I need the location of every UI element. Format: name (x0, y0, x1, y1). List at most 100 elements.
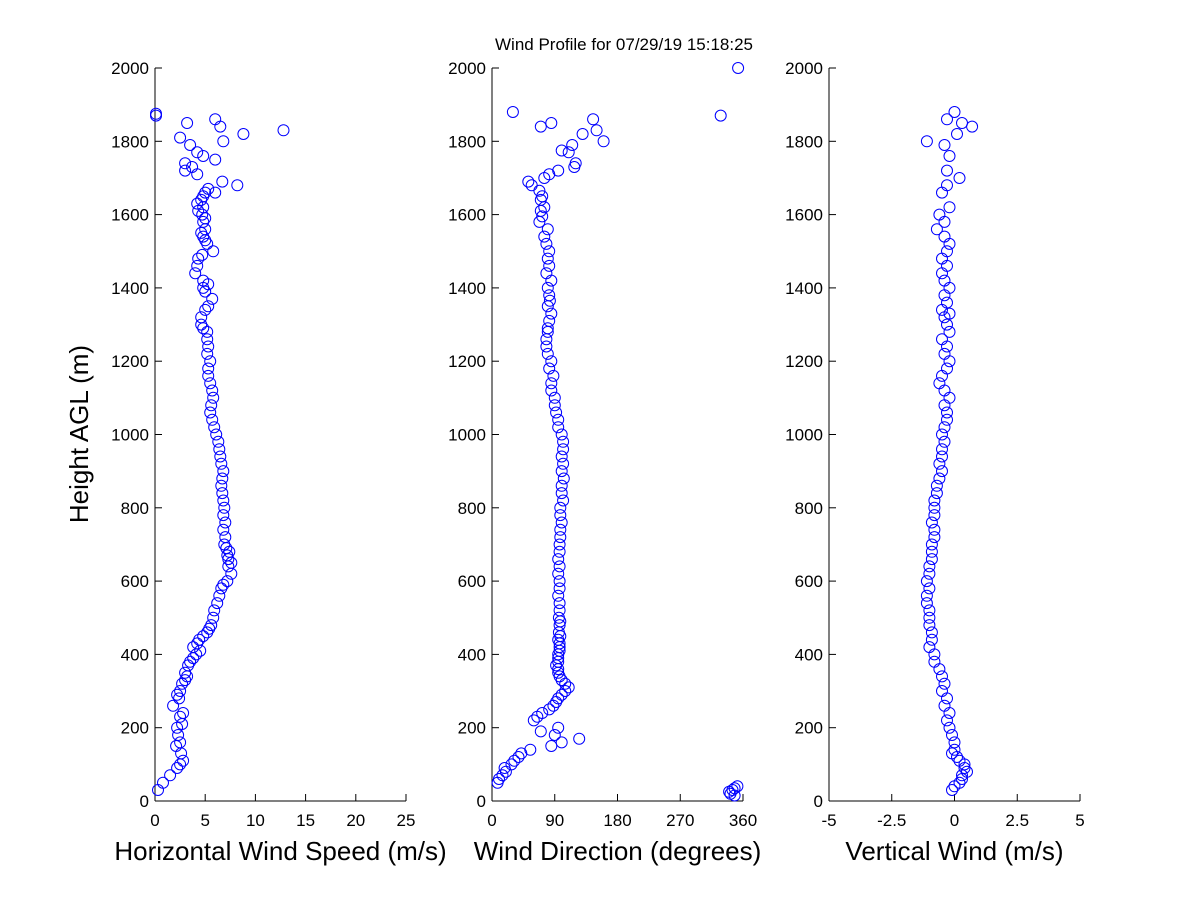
data-point (938, 289, 951, 302)
data-point (936, 186, 948, 199)
data-point (157, 776, 169, 789)
data-point (186, 161, 199, 173)
data-point (547, 369, 560, 382)
data-point (208, 604, 221, 617)
data-point (566, 139, 579, 151)
data-point (218, 501, 231, 514)
data-point (219, 516, 232, 529)
data-point (225, 567, 238, 580)
data-point (728, 789, 741, 802)
data-point (175, 747, 188, 760)
y-tick-label: 1600 (448, 206, 486, 225)
data-point (587, 113, 600, 126)
y-tick-label: 200 (121, 719, 149, 738)
data-point (923, 582, 936, 595)
data-point (941, 362, 953, 375)
data-point (177, 707, 190, 719)
data-point (540, 237, 553, 250)
data-point (557, 472, 570, 485)
data-point (209, 186, 222, 199)
data-point (222, 553, 235, 566)
data-point (237, 128, 250, 140)
data-point (201, 347, 214, 360)
data-point (943, 355, 956, 368)
data-point (930, 223, 943, 236)
data-point (936, 267, 948, 280)
data-point (541, 252, 554, 265)
data-point (948, 736, 961, 749)
data-point (946, 729, 958, 741)
data-point (938, 215, 951, 228)
y-tick-label: 200 (795, 719, 823, 738)
data-point (938, 699, 951, 712)
data-point (928, 494, 941, 507)
y-tick-label: 1400 (785, 279, 823, 298)
data-point (559, 677, 572, 690)
data-point (923, 641, 936, 654)
data-point (553, 575, 566, 588)
data-point (941, 692, 953, 705)
data-point (197, 150, 210, 162)
data-point (222, 560, 235, 573)
data-point (216, 487, 229, 500)
data-point (206, 292, 219, 305)
data-point (941, 245, 953, 258)
data-point (191, 168, 204, 181)
data-point (576, 128, 589, 140)
data-point (933, 472, 946, 485)
data-point (207, 611, 220, 624)
data-point (214, 120, 227, 133)
data-point (192, 204, 205, 217)
data-point (195, 193, 208, 206)
data-point (941, 259, 953, 272)
data-point (540, 340, 553, 353)
data-point (543, 314, 556, 327)
data-point (552, 413, 565, 426)
data-point (210, 428, 223, 441)
x-tick-label: 180 (603, 811, 631, 830)
data-point (920, 597, 933, 610)
data-point (213, 443, 226, 456)
y-tick-label: 1000 (448, 426, 486, 445)
y-axis-label: Height AGL (m) (64, 345, 94, 523)
data-point (923, 619, 936, 632)
data-point (545, 307, 558, 320)
x-tick-label: 5 (1075, 811, 1084, 830)
data-point (191, 259, 204, 272)
data-point (941, 318, 953, 331)
data-point (277, 124, 290, 137)
y-tick-label: 800 (458, 499, 486, 518)
data-point (933, 208, 946, 221)
data-point (213, 589, 226, 602)
data-point (545, 117, 558, 129)
y-tick-label: 2000 (785, 59, 823, 78)
data-point (499, 765, 512, 778)
data-point (541, 347, 554, 360)
data-point (552, 663, 565, 676)
data-point (553, 545, 566, 558)
data-point (552, 421, 565, 434)
data-point (189, 267, 202, 280)
data-point (555, 479, 568, 492)
data-point (923, 611, 936, 624)
data-point (938, 347, 951, 360)
data-point (562, 146, 575, 159)
data-point (543, 259, 556, 272)
data-point (948, 780, 961, 793)
data-point (217, 523, 230, 536)
data-point (179, 674, 192, 687)
data-point (946, 784, 958, 796)
data-point (930, 479, 943, 492)
data-point (171, 721, 184, 734)
data-point (204, 406, 217, 419)
data-point (925, 553, 938, 566)
data-point (184, 139, 197, 151)
data-point (555, 144, 568, 157)
data-point (206, 413, 219, 426)
data-point (966, 120, 979, 133)
data-point (531, 710, 544, 723)
y-tick-label: 1600 (111, 206, 149, 225)
data-point (164, 769, 177, 782)
data-point (941, 714, 953, 727)
data-point (933, 377, 946, 390)
